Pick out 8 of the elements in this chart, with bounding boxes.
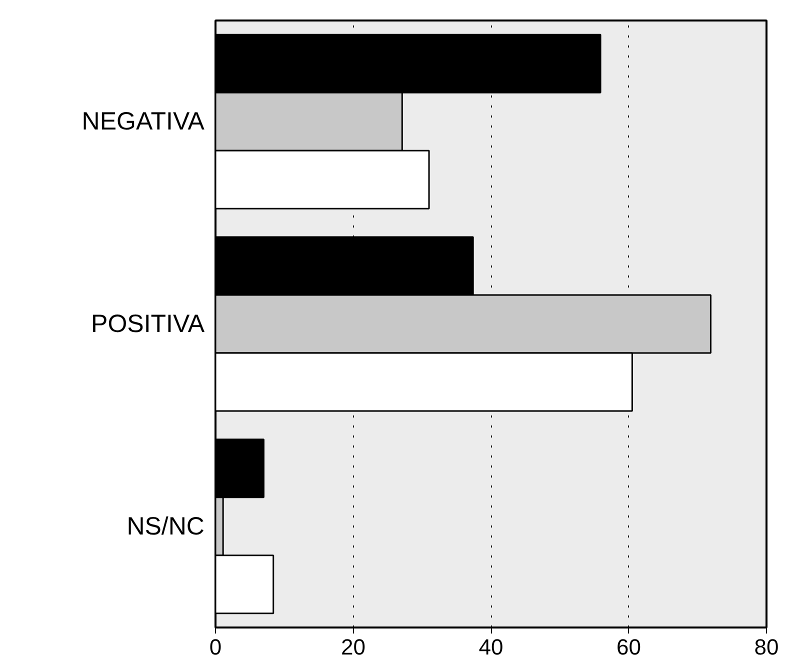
x-tick-label: 80	[754, 634, 779, 660]
x-tick-label: 40	[478, 634, 504, 660]
x-tick-label: 60	[616, 634, 641, 660]
x-tick-label: 20	[341, 634, 366, 660]
y-tick-label: NEGATIVA	[82, 108, 205, 136]
x-tick-label: 0	[209, 634, 222, 660]
y-tick-label: NS/NC	[126, 512, 205, 540]
y-tick-label: POSITIVA	[91, 310, 205, 338]
